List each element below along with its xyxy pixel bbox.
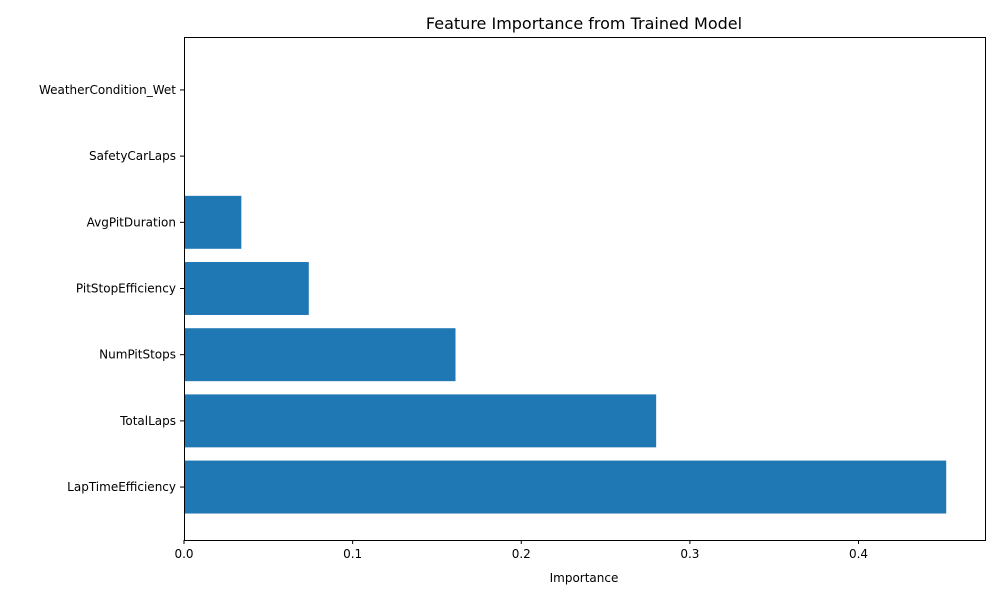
x-tick-label: 0.3 [680,547,699,561]
x-axis-label: Importance [550,571,619,585]
y-tick-label: SafetyCarLaps [89,149,176,163]
bar-TotalLaps [184,394,657,448]
x-tick-label: 0.1 [343,547,362,561]
bar-PitStopEfficiency [184,262,309,315]
bar-NumPitStops [184,328,456,382]
y-tick-label: TotalLaps [119,414,176,428]
y-tick-label: PitStopEfficiency [76,282,176,296]
x-tick-label: 0.2 [512,547,531,561]
chart-title: Feature Importance from Trained Model [426,14,742,33]
y-tick-label: AvgPitDuration [87,215,176,229]
x-axis-ticks: 0.0 0.1 0.2 0.3 0.4 [174,540,868,561]
y-tick-label: NumPitStops [99,348,176,362]
x-tick-label: 0.0 [174,547,193,561]
x-tick-label: 0.4 [849,547,868,561]
bar-LapTimeEfficiency [184,460,947,514]
y-tick-label: LapTimeEfficiency [67,480,176,494]
y-tick-label: WeatherCondition_Wet [39,83,176,97]
plot-frame [184,37,986,541]
bar-AvgPitDuration [184,195,242,249]
y-axis-ticks: LapTimeEfficiency TotalLaps NumPitStops Pit… [39,83,184,494]
bars-group [184,195,947,514]
